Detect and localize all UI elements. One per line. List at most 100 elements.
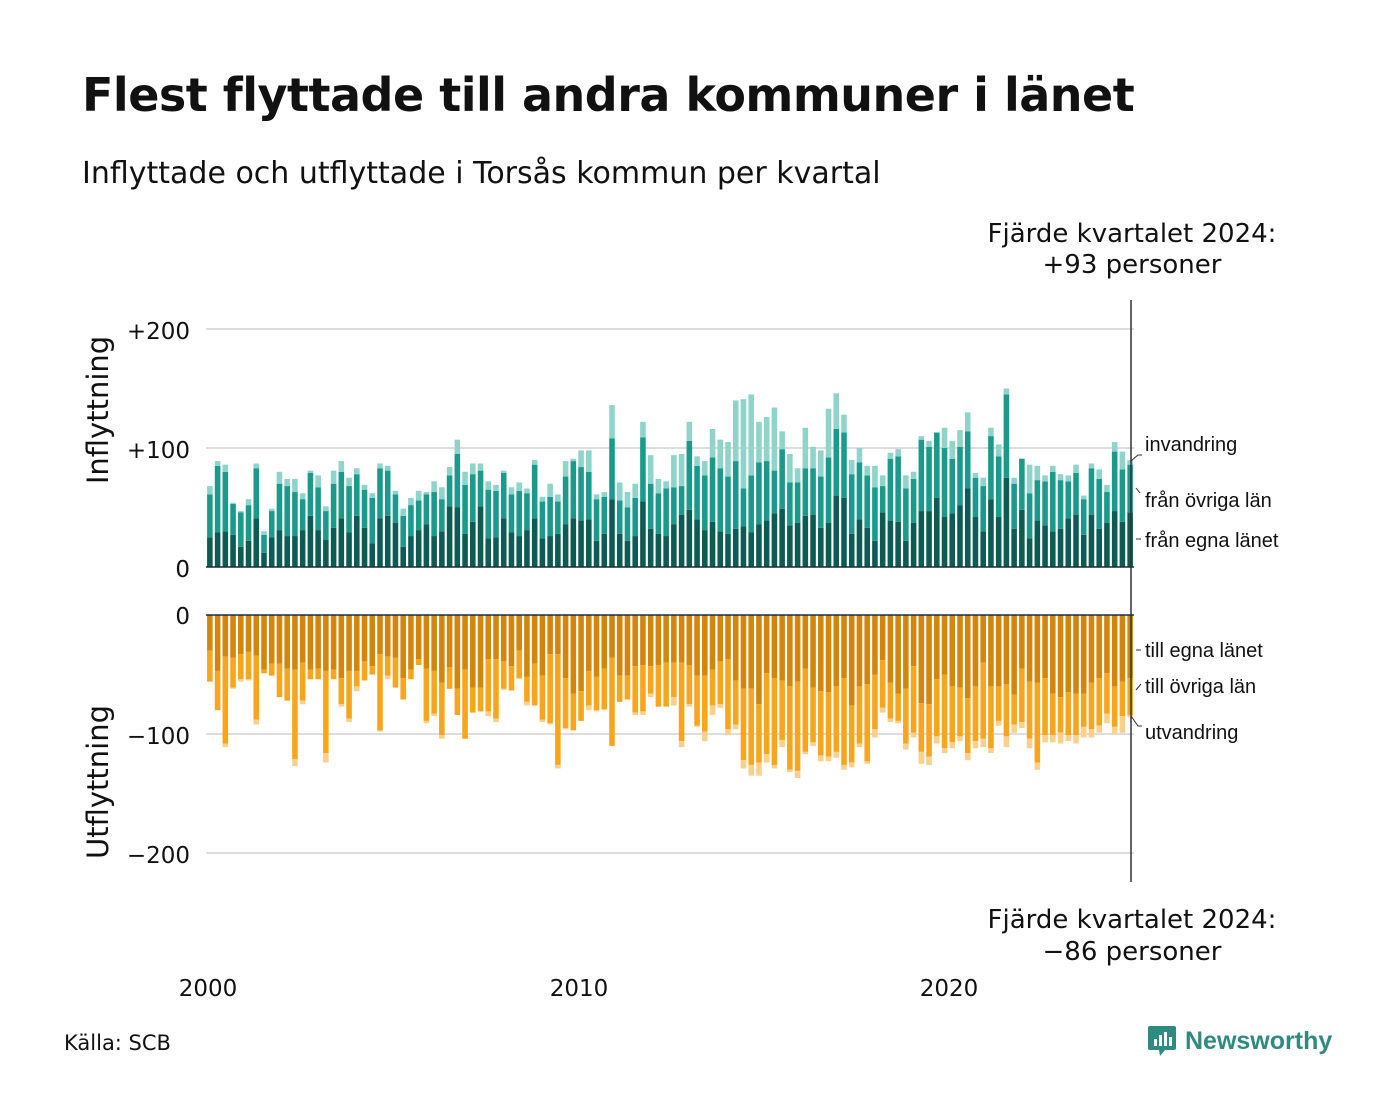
bar-out-other bbox=[377, 654, 383, 731]
bar-out-emig bbox=[1127, 714, 1133, 718]
bar-in-immig bbox=[964, 412, 971, 432]
bar-in-own bbox=[1119, 521, 1126, 567]
bar-out-emig bbox=[941, 748, 948, 754]
bar-in-other bbox=[910, 478, 917, 523]
bar-out-other bbox=[663, 662, 669, 707]
bar-in-immig bbox=[779, 431, 785, 450]
bar-in-own bbox=[431, 536, 437, 567]
bar-out-emig bbox=[423, 720, 430, 724]
bar-out-own bbox=[570, 615, 577, 694]
bar-in-immig bbox=[423, 492, 430, 495]
bar-in-own bbox=[493, 537, 499, 567]
bar-out-own bbox=[369, 615, 376, 667]
bar-out-emig bbox=[694, 725, 700, 727]
bar-out-other bbox=[361, 661, 368, 681]
bar-in-immig bbox=[323, 506, 329, 512]
bar-out-emig bbox=[1096, 725, 1102, 733]
bar-out-own bbox=[276, 615, 283, 664]
bar-in-immig bbox=[384, 465, 391, 471]
bar-out-emig bbox=[1088, 729, 1095, 738]
bar-out-other bbox=[810, 687, 816, 743]
bar-out-own bbox=[810, 615, 816, 688]
bar-in-other bbox=[439, 499, 445, 532]
bar-in-immig bbox=[292, 478, 298, 493]
bar-in-other bbox=[500, 472, 507, 519]
bar-in-immig bbox=[593, 494, 600, 500]
bar-in-immig bbox=[276, 471, 283, 484]
outflow-bars bbox=[207, 615, 1133, 779]
bar-in-own bbox=[238, 546, 244, 567]
bar-out-own bbox=[470, 615, 476, 688]
bar-out-emig bbox=[864, 761, 870, 764]
bar-in-immig bbox=[377, 463, 383, 469]
bar-out-emig bbox=[988, 748, 994, 754]
bar-out-other bbox=[299, 662, 306, 701]
bar-in-own bbox=[1065, 518, 1072, 567]
bar-in-own bbox=[516, 536, 522, 567]
bar-in-other bbox=[292, 492, 298, 537]
bar-out-own bbox=[779, 615, 785, 681]
bar-out-own bbox=[686, 615, 693, 665]
bar-out-own bbox=[694, 615, 700, 676]
bar-out-emig bbox=[640, 711, 646, 715]
bar-out-own bbox=[1042, 615, 1048, 679]
bar-in-own bbox=[918, 511, 925, 567]
x-tick-2010: 2010 bbox=[550, 976, 609, 1000]
bar-in-own bbox=[740, 526, 747, 567]
bar-in-immig bbox=[261, 531, 267, 535]
bar-out-emig bbox=[238, 679, 244, 682]
bar-in-immig bbox=[887, 452, 894, 459]
bar-out-other bbox=[794, 681, 801, 771]
bar-in-other bbox=[207, 494, 213, 538]
bar-in-other bbox=[988, 436, 994, 500]
bar-in-other bbox=[531, 464, 538, 519]
bar-out-other bbox=[980, 662, 986, 739]
bar-out-own bbox=[361, 615, 368, 662]
bar-in-other bbox=[276, 483, 283, 531]
bar-in-own bbox=[1096, 528, 1102, 567]
bar-out-emig bbox=[230, 687, 236, 689]
bar-in-own bbox=[524, 530, 530, 567]
bar-in-own bbox=[601, 533, 608, 567]
bar-out-emig bbox=[841, 764, 847, 770]
bar-out-other bbox=[686, 664, 693, 705]
bar-out-own bbox=[330, 615, 337, 670]
bar-out-other bbox=[910, 666, 917, 733]
bar-in-immig bbox=[616, 482, 623, 501]
bar-out-emig bbox=[431, 713, 437, 717]
bar-out-emig bbox=[222, 743, 229, 748]
bar-in-other bbox=[864, 475, 870, 528]
bar-out-own bbox=[454, 615, 461, 689]
bar-in-other bbox=[361, 489, 368, 528]
bar-in-other bbox=[1080, 499, 1087, 535]
bar-out-own bbox=[323, 615, 329, 671]
bar-in-own bbox=[833, 495, 840, 567]
bar-in-other bbox=[516, 490, 522, 537]
migration-chart: +200 +100 0 0 −100 −200 Inflyttning Utfl… bbox=[81, 219, 1279, 1000]
bar-in-other bbox=[794, 482, 801, 523]
bar-out-other bbox=[887, 682, 894, 719]
bar-in-other bbox=[384, 470, 391, 516]
bar-out-other bbox=[678, 662, 685, 742]
bar-out-other bbox=[655, 664, 662, 707]
bar-in-immig bbox=[222, 464, 229, 472]
bar-in-immig bbox=[1088, 463, 1095, 469]
bar-out-other bbox=[431, 670, 437, 714]
bar-out-other bbox=[454, 688, 461, 715]
bar-in-other bbox=[694, 465, 700, 520]
bar-in-immig bbox=[941, 427, 948, 448]
bar-in-other bbox=[245, 505, 252, 541]
bar-out-own bbox=[678, 615, 685, 663]
bar-in-other bbox=[338, 471, 345, 519]
bar-in-own bbox=[864, 527, 870, 567]
bar-out-own bbox=[949, 615, 956, 687]
bar-out-other bbox=[1073, 693, 1079, 736]
bar-in-other bbox=[702, 475, 708, 531]
bar-out-other bbox=[957, 687, 963, 737]
bar-in-immig bbox=[470, 463, 476, 475]
bar-out-emig bbox=[555, 764, 561, 769]
bar-in-immig bbox=[702, 461, 708, 476]
bar-out-emig bbox=[887, 718, 894, 723]
bar-out-other bbox=[354, 670, 360, 687]
bar-out-own bbox=[524, 615, 530, 677]
